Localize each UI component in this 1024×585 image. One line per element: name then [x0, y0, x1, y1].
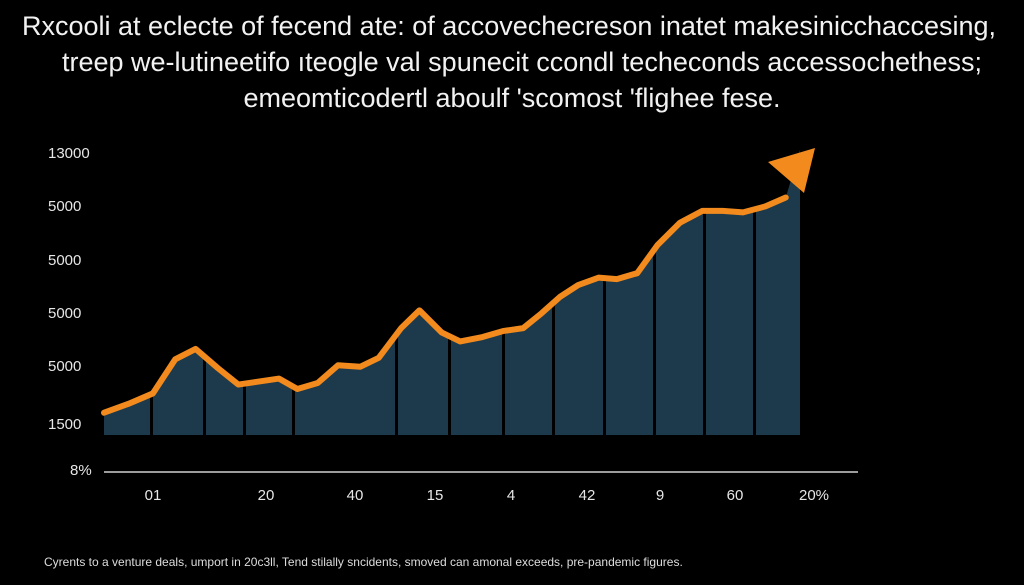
arrow-head	[768, 148, 815, 193]
divider-group	[150, 150, 756, 435]
area-fill	[104, 150, 800, 435]
x-tick-label: 42	[578, 487, 596, 504]
area-divider	[653, 150, 656, 435]
x-tick-label: 15	[426, 487, 444, 504]
title-line-3: emeomticodertl aboulf 'scomost 'flighee …	[243, 83, 781, 113]
area-fill-group	[104, 150, 800, 435]
y-tick-label: 5000	[48, 198, 82, 215]
y-tick-label: 5000	[48, 252, 82, 269]
y-tick-label: 5000	[48, 305, 82, 322]
area-divider	[203, 150, 206, 435]
x-tick-label: 9	[655, 487, 665, 504]
area-divider	[150, 150, 153, 435]
x-tick-label: 20	[257, 487, 275, 504]
x-tick-label: 60	[726, 487, 744, 504]
area-divider	[292, 150, 295, 435]
area-divider	[753, 150, 756, 435]
area-divider	[448, 150, 451, 435]
area-divider	[502, 150, 505, 435]
area-divider	[603, 150, 606, 435]
title-line-1: Rxcooli at eclecte of fecend ate: of acc…	[22, 11, 997, 41]
area-divider	[552, 150, 555, 435]
y-tick-label: 1500	[48, 416, 82, 433]
x-tick-label: 20%	[798, 487, 830, 504]
area-divider	[395, 150, 398, 435]
area-divider	[703, 150, 706, 435]
chart-caption: Cyrents to a venture deals, umport in 20…	[44, 555, 683, 569]
y-tick-label: 5000	[48, 358, 82, 375]
x-tick-label: 01	[144, 487, 162, 504]
area-divider	[243, 150, 246, 435]
x-tick-label: 40	[346, 487, 364, 504]
chart-title: Rxcooli at eclecte of fecend ate: of acc…	[0, 8, 1024, 116]
x-tick-label: 4	[506, 487, 516, 504]
y-tick-label: 13000	[48, 145, 90, 162]
y-tick-label: 8%	[70, 462, 92, 479]
trend-line	[101, 194, 789, 416]
title-line-2: treep we-lutineetifo ıteogle val spuneci…	[61, 47, 983, 77]
